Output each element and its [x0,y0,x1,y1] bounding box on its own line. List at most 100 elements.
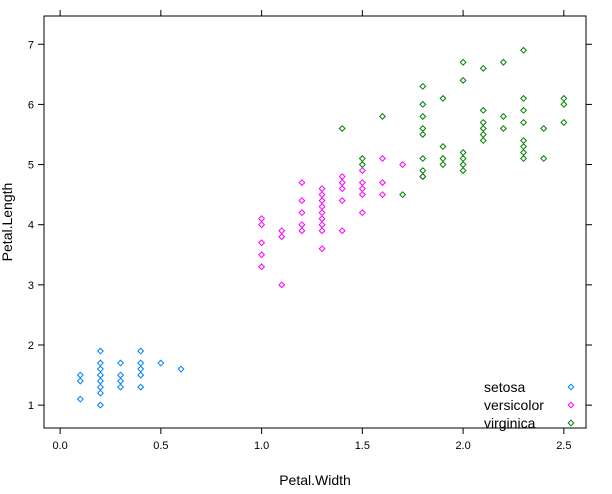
plot-frame [43,15,587,429]
data-point-versicolor [318,227,326,235]
data-point-virginica [338,124,346,132]
data-point-virginica [459,149,467,157]
data-point-virginica [459,167,467,175]
data-point-virginica [499,112,507,120]
data-point-virginica [459,155,467,163]
legend-label-virginica: virginica [484,415,536,431]
data-point-virginica [419,124,427,132]
data-point-virginica [520,143,528,151]
data-point-versicolor [298,221,306,229]
legend-marker-virginica [567,419,575,427]
data-point-versicolor [358,209,366,217]
data-point-setosa [137,371,145,379]
data-point-virginica [520,118,528,126]
x-tick-label: 2.0 [455,440,470,452]
data-point-virginica [419,112,427,120]
data-point-versicolor [258,215,266,223]
data-point-virginica [419,167,427,175]
y-tick-label: 1 [28,400,34,412]
data-point-versicolor [298,227,306,235]
data-point-versicolor [338,173,346,181]
data-point-virginica [479,124,487,132]
data-point-versicolor [378,179,387,187]
data-point-versicolor [278,233,286,241]
x-tick-label: 1.5 [355,440,370,452]
data-point-virginica [520,106,528,114]
data-point-virginica [419,82,427,90]
data-point-virginica [439,155,447,163]
data-point-virginica [419,155,427,163]
data-point-versicolor [318,209,326,217]
data-point-setosa [96,359,104,367]
data-point-versicolor [298,179,306,187]
data-point-virginica [439,161,447,169]
y-tick-label: 2 [28,340,34,352]
y-tick-label: 3 [28,280,34,292]
data-point-setosa [96,389,104,397]
data-point-versicolor [258,221,266,229]
data-point-versicolor [419,173,427,181]
data-point-versicolor [318,197,326,205]
data-point-versicolor [338,227,346,235]
x-axis-title: Petal.Width [279,472,351,488]
data-point-virginica [459,58,467,66]
data-point-setosa [137,383,145,391]
data-point-versicolor [318,185,326,193]
data-point-versicolor [318,191,326,199]
data-point-virginica [459,76,467,84]
data-point-virginica [419,130,427,138]
data-point-virginica [479,64,487,72]
data-point-virginica [499,124,507,132]
data-point-virginica [399,191,407,199]
x-tick-label: 0.0 [52,440,67,452]
data-point-virginica [439,94,447,102]
data-point-virginica [520,149,528,157]
data-point-virginica [560,100,568,108]
data-point-setosa [76,377,84,385]
data-point-virginica [520,94,528,102]
data-point-setosa [96,377,104,385]
data-point-setosa [177,365,185,373]
data-points [76,46,568,409]
data-point-virginica [499,58,507,66]
data-point-setosa [96,347,104,355]
legend-marker-versicolor [567,401,575,409]
data-point-virginica [540,124,548,132]
data-point-virginica [560,118,568,126]
data-point-virginica [479,130,487,138]
legend: setosa versicolor virginica [484,379,575,431]
data-point-versicolor [278,281,286,289]
data-point-versicolor [358,167,366,175]
data-point-virginica [520,46,528,54]
data-point-setosa [76,395,84,403]
data-point-versicolor [318,203,326,211]
data-point-versicolor [338,179,346,187]
data-point-versicolor [358,191,366,199]
data-point-setosa [117,383,125,391]
data-point-versicolor [338,185,346,193]
data-point-virginica [479,118,487,126]
data-point-versicolor [258,251,266,259]
y-tick-label: 6 [28,99,34,111]
data-point-versicolor [278,227,286,235]
data-point-setosa [117,359,125,367]
y-tick-label: 5 [28,160,34,172]
data-point-versicolor [318,215,326,223]
data-point-versicolor [358,185,366,193]
data-point-virginica [479,106,487,114]
legend-label-setosa: setosa [484,379,525,395]
data-point-setosa [96,383,104,391]
data-point-setosa [76,371,84,379]
y-tick-label: 4 [28,220,34,232]
data-point-setosa [96,371,104,379]
x-axis-ticks: 0.0 0.5 1.0 1.5 2.0 2.5 [52,10,571,452]
data-point-virginica [520,136,528,145]
data-point-versicolor [298,209,306,217]
data-point-setosa [137,347,145,355]
data-point-virginica [378,112,387,120]
data-point-virginica [520,155,528,163]
data-point-versicolor [338,197,346,205]
data-point-setosa [137,359,145,367]
y-tick-label: 7 [28,39,34,51]
data-point-versicolor [358,179,366,187]
